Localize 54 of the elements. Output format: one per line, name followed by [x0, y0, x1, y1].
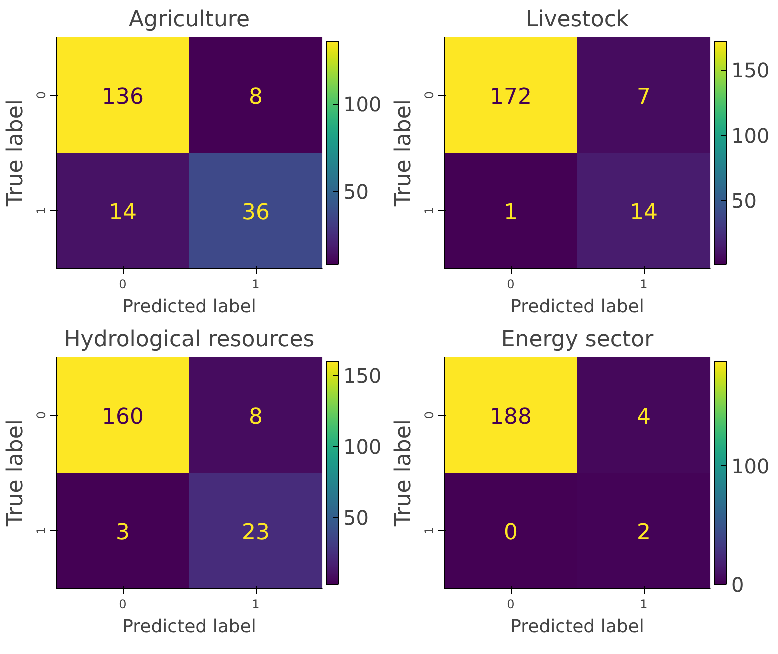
- data-label: 2: [637, 520, 651, 546]
- data-label: 3: [116, 520, 130, 546]
- data-label: 8: [249, 404, 263, 430]
- x-axis-title: Predicted label: [510, 296, 644, 318]
- x-axis-title: Predicted label: [122, 296, 256, 318]
- y-tick-label: 1: [422, 206, 436, 215]
- x-axis-title: Predicted label: [122, 616, 256, 638]
- y-axis-title: True label: [392, 420, 416, 528]
- chart-title: Livestock: [526, 8, 630, 32]
- y-tick-label: 1: [422, 526, 436, 535]
- color-bar-label: 100: [732, 124, 770, 148]
- x-tick-label: 0: [507, 598, 515, 612]
- data-label: 188: [490, 404, 532, 430]
- x-tick-label: 0: [507, 278, 515, 292]
- y-tick-label: 0: [34, 91, 48, 100]
- data-label: 160: [102, 404, 144, 430]
- color-bar-label: 50: [732, 189, 757, 214]
- data-label: 4: [637, 404, 651, 430]
- color-bar-label: 50: [344, 180, 369, 204]
- x-tick-label: 0: [119, 598, 127, 612]
- chart-title: Agriculture: [129, 8, 250, 32]
- x-tick-label: 1: [252, 598, 260, 612]
- color-bar-label: 150: [732, 58, 770, 83]
- x-tick-label: 1: [640, 598, 648, 612]
- x-tick-label: 1: [640, 278, 648, 292]
- data-label: 14: [630, 200, 658, 226]
- data-label: 136: [102, 84, 144, 110]
- chart-title: Energy sector: [501, 328, 655, 352]
- y-tick-label: 0: [422, 91, 436, 100]
- color-bar-label: 50: [344, 506, 369, 530]
- color-bar-label: 0: [732, 573, 744, 597]
- x-axis-title: Predicted label: [510, 616, 644, 638]
- x-tick-label: 0: [119, 278, 127, 292]
- data-label: 172: [490, 84, 532, 110]
- data-label: 7: [637, 84, 651, 110]
- x-tick-label: 1: [252, 278, 260, 292]
- chart-title: Hydrological resources: [64, 328, 315, 352]
- y-axis-title: True label: [4, 100, 28, 208]
- y-tick-label: 0: [422, 411, 436, 420]
- data-label: 23: [242, 520, 270, 546]
- color-bar-label: 100: [344, 92, 382, 117]
- y-tick-label: 1: [34, 526, 48, 535]
- color-bar-label: 150: [344, 364, 382, 388]
- data-label: 0: [504, 520, 518, 546]
- y-axis-title: True label: [4, 420, 28, 528]
- color-bar-label: 100: [732, 454, 770, 478]
- y-axis-title: True label: [392, 100, 416, 208]
- data-label: 1: [504, 200, 518, 226]
- data-label: 36: [242, 200, 270, 226]
- data-label: 14: [109, 200, 138, 226]
- y-tick-label: 0: [34, 411, 48, 420]
- color-bar-label: 100: [344, 435, 382, 460]
- data-label: 8: [249, 84, 263, 110]
- y-tick-label: 1: [34, 206, 48, 215]
